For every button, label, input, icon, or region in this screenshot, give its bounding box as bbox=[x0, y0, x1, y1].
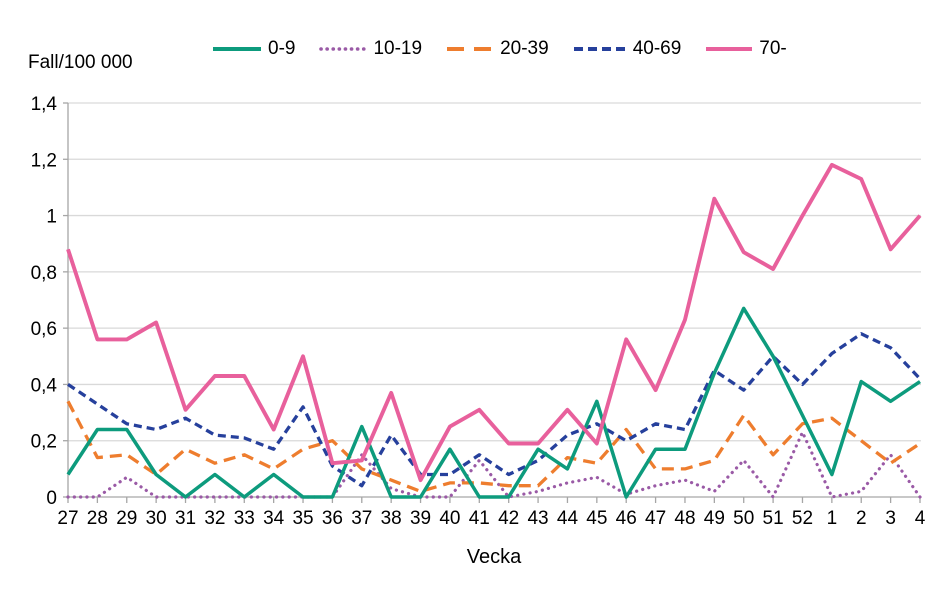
series-line-70- bbox=[66, 162, 922, 483]
axis-labels: 00,20,40,60,811,21,427 28 29 30 31 32 33 34 35 36… bbox=[31, 94, 926, 529]
legend-item-0-9: 0-9 bbox=[212, 38, 295, 60]
svg-text:3: 3 bbox=[885, 508, 896, 529]
svg-text:0,4: 0,4 bbox=[31, 375, 58, 396]
legend-item-70plus: 70- bbox=[705, 38, 787, 60]
svg-text:45: 45 bbox=[586, 508, 607, 529]
legend-line-dotted-icon bbox=[319, 47, 368, 51]
legend-label: 0-9 bbox=[268, 38, 296, 59]
series-line-40-69 bbox=[67, 332, 922, 488]
legend-line-solid-icon bbox=[213, 47, 261, 51]
axes bbox=[63, 102, 921, 503]
svg-text:51: 51 bbox=[763, 508, 784, 529]
svg-text:2: 2 bbox=[856, 508, 867, 529]
svg-text:30: 30 bbox=[146, 508, 167, 529]
svg-text:0,2: 0,2 bbox=[31, 432, 57, 453]
legend-line-dashed-icon bbox=[573, 47, 626, 51]
svg-text:0,8: 0,8 bbox=[31, 263, 57, 284]
svg-text:47: 47 bbox=[645, 508, 666, 529]
svg-text:46: 46 bbox=[616, 508, 637, 529]
legend-label: 40-69 bbox=[632, 38, 682, 59]
svg-text:1,2: 1,2 bbox=[31, 150, 57, 171]
legend-item-10-19: 10-19 bbox=[319, 38, 422, 60]
svg-text:40: 40 bbox=[439, 508, 460, 529]
svg-text:28: 28 bbox=[87, 508, 108, 529]
y-axis-title: Fall/100 000 bbox=[28, 52, 133, 73]
series-lines bbox=[66, 162, 922, 499]
svg-text:36: 36 bbox=[322, 508, 343, 529]
svg-text:37: 37 bbox=[351, 508, 372, 529]
legend-item-20-39: 20-39 bbox=[446, 38, 549, 60]
svg-text:38: 38 bbox=[381, 508, 402, 529]
svg-text:35: 35 bbox=[292, 508, 313, 529]
svg-text:27: 27 bbox=[57, 508, 78, 529]
svg-text:34: 34 bbox=[263, 508, 285, 529]
svg-text:41: 41 bbox=[469, 508, 490, 529]
svg-text:43: 43 bbox=[527, 508, 548, 529]
svg-text:1: 1 bbox=[46, 207, 57, 228]
svg-text:48: 48 bbox=[674, 508, 695, 529]
svg-text:1: 1 bbox=[827, 508, 838, 529]
svg-text:31: 31 bbox=[175, 508, 196, 529]
svg-text:42: 42 bbox=[498, 508, 519, 529]
legend-item-40-69: 40-69 bbox=[573, 38, 682, 60]
gridlines bbox=[68, 102, 921, 442]
legend-line-solid-icon bbox=[706, 47, 753, 51]
series-line-10-19 bbox=[66, 430, 922, 499]
svg-text:0,6: 0,6 bbox=[31, 319, 57, 340]
legend: 0-9 10-19 20-39 40-69 70- bbox=[212, 38, 787, 60]
svg-text:39: 39 bbox=[410, 508, 431, 529]
legend-label: 20-39 bbox=[500, 38, 549, 59]
svg-text:29: 29 bbox=[116, 508, 137, 529]
svg-text:32: 32 bbox=[204, 508, 225, 529]
legend-line-dashed-icon bbox=[447, 47, 494, 51]
legend-label: 10-19 bbox=[373, 38, 423, 59]
x-axis-title: Vecka bbox=[467, 546, 522, 568]
svg-text:49: 49 bbox=[704, 508, 725, 529]
svg-text:52: 52 bbox=[792, 508, 813, 529]
svg-text:50: 50 bbox=[733, 508, 754, 529]
svg-text:4: 4 bbox=[915, 508, 926, 529]
series-line-20-39 bbox=[66, 400, 921, 494]
svg-text:0: 0 bbox=[46, 488, 57, 509]
svg-text:1,4: 1,4 bbox=[31, 94, 58, 115]
series-line-0-9 bbox=[66, 306, 921, 499]
svg-text:33: 33 bbox=[234, 508, 255, 529]
svg-text:44: 44 bbox=[557, 508, 579, 529]
legend-label: 70- bbox=[759, 38, 787, 59]
